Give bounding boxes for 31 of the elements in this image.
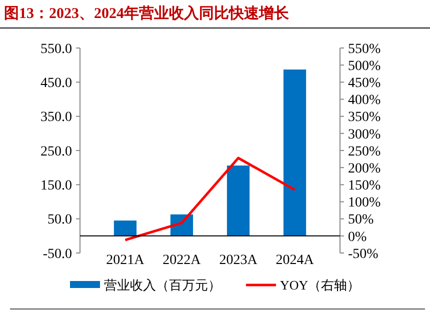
y2-tick-label: 150% bbox=[348, 178, 381, 194]
legend-label: 营业收入（百万元） bbox=[104, 278, 221, 293]
x-tick-label: 2023A bbox=[219, 252, 258, 268]
y-tick-label: 350.0 bbox=[40, 110, 72, 126]
y-tick-label: 50.0 bbox=[48, 212, 72, 228]
bar bbox=[283, 70, 306, 236]
bar bbox=[114, 220, 137, 236]
y2-tick-label: 450% bbox=[348, 76, 381, 92]
y-tick-label: 450.0 bbox=[40, 76, 72, 92]
y2-tick-label: 350% bbox=[348, 110, 381, 126]
y2-tick-label: 550% bbox=[348, 42, 381, 57]
y-tick-label: -50.0 bbox=[42, 246, 72, 262]
y2-tick-label: 200% bbox=[348, 161, 381, 176]
y2-tick-label: 100% bbox=[348, 196, 381, 211]
y2-tick-label: 50% bbox=[348, 212, 374, 228]
x-tick-label: 2024A bbox=[276, 252, 315, 268]
y2-tick-label: 300% bbox=[348, 127, 381, 142]
y-tick-label: 550.0 bbox=[40, 42, 72, 57]
y2-tick-label: 500% bbox=[348, 58, 381, 74]
y2-tick-label: 250% bbox=[348, 144, 381, 160]
y-tick-label: 150.0 bbox=[40, 178, 72, 194]
chart-title: 图13：2023、2024年营业收入同比快速增长 bbox=[4, 5, 290, 22]
y2-tick-label: -50% bbox=[348, 246, 379, 262]
x-tick-label: 2022A bbox=[162, 252, 202, 268]
y2-tick-label: 0% bbox=[348, 230, 367, 245]
x-tick-label: 2021A bbox=[106, 252, 146, 268]
y2-tick-label: 400% bbox=[348, 93, 381, 108]
line-series bbox=[124, 156, 296, 242]
bar bbox=[226, 166, 250, 236]
y-tick-label: 250.0 bbox=[40, 144, 72, 160]
legend-label: YOY（右轴） bbox=[280, 278, 360, 293]
